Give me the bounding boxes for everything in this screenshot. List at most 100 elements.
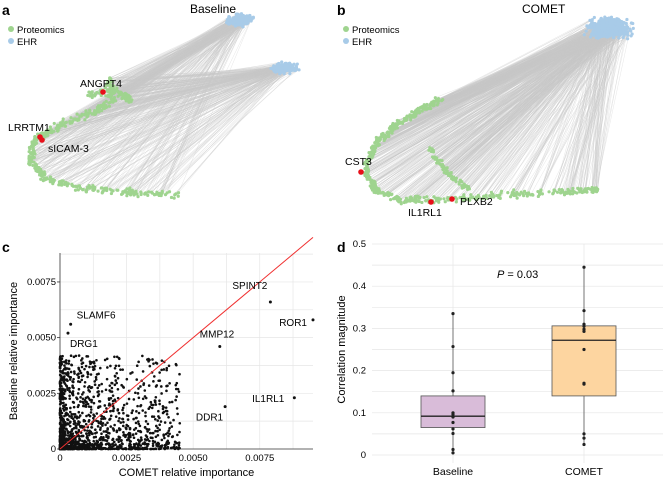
- edge-line: [29, 18, 239, 160]
- edge-line: [95, 71, 285, 95]
- data-point: [81, 404, 85, 408]
- data-point: [96, 386, 100, 390]
- edge-line: [121, 69, 281, 96]
- proteomics-node: [38, 173, 42, 177]
- proteomics-node: [98, 105, 102, 109]
- data-point: [178, 372, 181, 376]
- edge-line: [30, 68, 272, 162]
- edge-line: [30, 18, 236, 163]
- edge-line: [47, 18, 243, 134]
- edge-line: [125, 65, 289, 193]
- edge-line: [104, 68, 283, 109]
- data-point: [155, 384, 159, 387]
- data-point: [151, 436, 154, 440]
- edge-line: [144, 23, 241, 194]
- edge-line: [128, 15, 251, 194]
- data-point: [59, 390, 63, 394]
- data-point: [83, 367, 86, 371]
- edge-line: [108, 64, 287, 96]
- edge-line: [60, 21, 230, 182]
- proteomics-node: [75, 112, 79, 116]
- proteomics-node: [96, 189, 100, 193]
- proteomics-node: [405, 115, 409, 119]
- edge-line: [126, 68, 284, 99]
- edge-line: [135, 23, 242, 194]
- data-point: [177, 390, 181, 393]
- data-point: [137, 387, 140, 390]
- data-point: [176, 446, 180, 450]
- point-label: IL1RL1: [252, 394, 285, 405]
- ehr-node: [592, 33, 596, 38]
- data-point: [62, 396, 66, 400]
- data-point: [59, 369, 62, 373]
- ehr-node: [288, 61, 292, 65]
- edge-line: [109, 66, 293, 79]
- data-point: [163, 436, 166, 440]
- edge-line: [86, 18, 240, 190]
- edge-line: [33, 67, 290, 153]
- edge-line: [59, 22, 247, 183]
- data-point: [111, 437, 115, 441]
- edge-line: [41, 18, 236, 176]
- data-point: [135, 410, 138, 413]
- data-point: [92, 395, 95, 399]
- data-point: [99, 426, 102, 430]
- data-point: [64, 424, 67, 427]
- edge-line: [30, 21, 241, 158]
- proteomics-node: [64, 180, 68, 185]
- data-point: [141, 442, 145, 445]
- proteomics-node: [388, 198, 393, 202]
- proteomics-node: [73, 188, 78, 192]
- data-point: [160, 359, 164, 362]
- data-point: [174, 398, 177, 402]
- edge-line: [78, 63, 289, 121]
- edge-line: [53, 13, 241, 183]
- proteomics-node: [169, 195, 174, 200]
- data-point: [110, 390, 114, 393]
- edge-line: [91, 68, 294, 95]
- edge-line: [101, 21, 244, 94]
- edge-line: [117, 23, 243, 191]
- edge-line: [97, 19, 238, 192]
- data-point: [80, 447, 84, 451]
- edge-line: [28, 19, 237, 164]
- edge-line: [94, 19, 238, 188]
- data-point: [86, 429, 89, 432]
- edge-line: [120, 68, 279, 95]
- data-point: [79, 400, 82, 403]
- data-point: [107, 447, 110, 451]
- data-point: [92, 360, 96, 364]
- edge-line: [32, 19, 252, 154]
- edge-line: [120, 19, 240, 95]
- proteomics-node: [422, 195, 426, 200]
- data-point: [128, 426, 132, 430]
- data-point: [167, 442, 170, 445]
- proteomics-node: [110, 99, 114, 103]
- edge-line: [111, 18, 239, 191]
- data-point: [68, 424, 72, 428]
- edge-line: [40, 68, 290, 134]
- edge-line: [44, 16, 241, 180]
- edge-line: [39, 21, 242, 137]
- data-point: [122, 420, 125, 424]
- edge-line: [107, 19, 231, 92]
- data-point: [108, 417, 112, 421]
- data-point: [71, 446, 74, 449]
- proteomics-node: [104, 99, 108, 103]
- edge-line: [106, 67, 283, 108]
- data-point: [175, 441, 179, 445]
- edge-line: [106, 21, 234, 102]
- edge-line: [119, 20, 246, 96]
- edge-line: [40, 18, 241, 137]
- edge-line: [50, 17, 235, 128]
- edge-line: [41, 63, 286, 138]
- data-point: [62, 419, 66, 422]
- edge-line: [34, 18, 236, 145]
- proteomics-node: [517, 193, 522, 197]
- data-point: [74, 424, 78, 427]
- edge-line: [77, 66, 283, 121]
- data-point: [78, 437, 81, 441]
- data-point: [143, 389, 147, 392]
- edge-line: [76, 23, 247, 188]
- edge-line: [158, 70, 296, 194]
